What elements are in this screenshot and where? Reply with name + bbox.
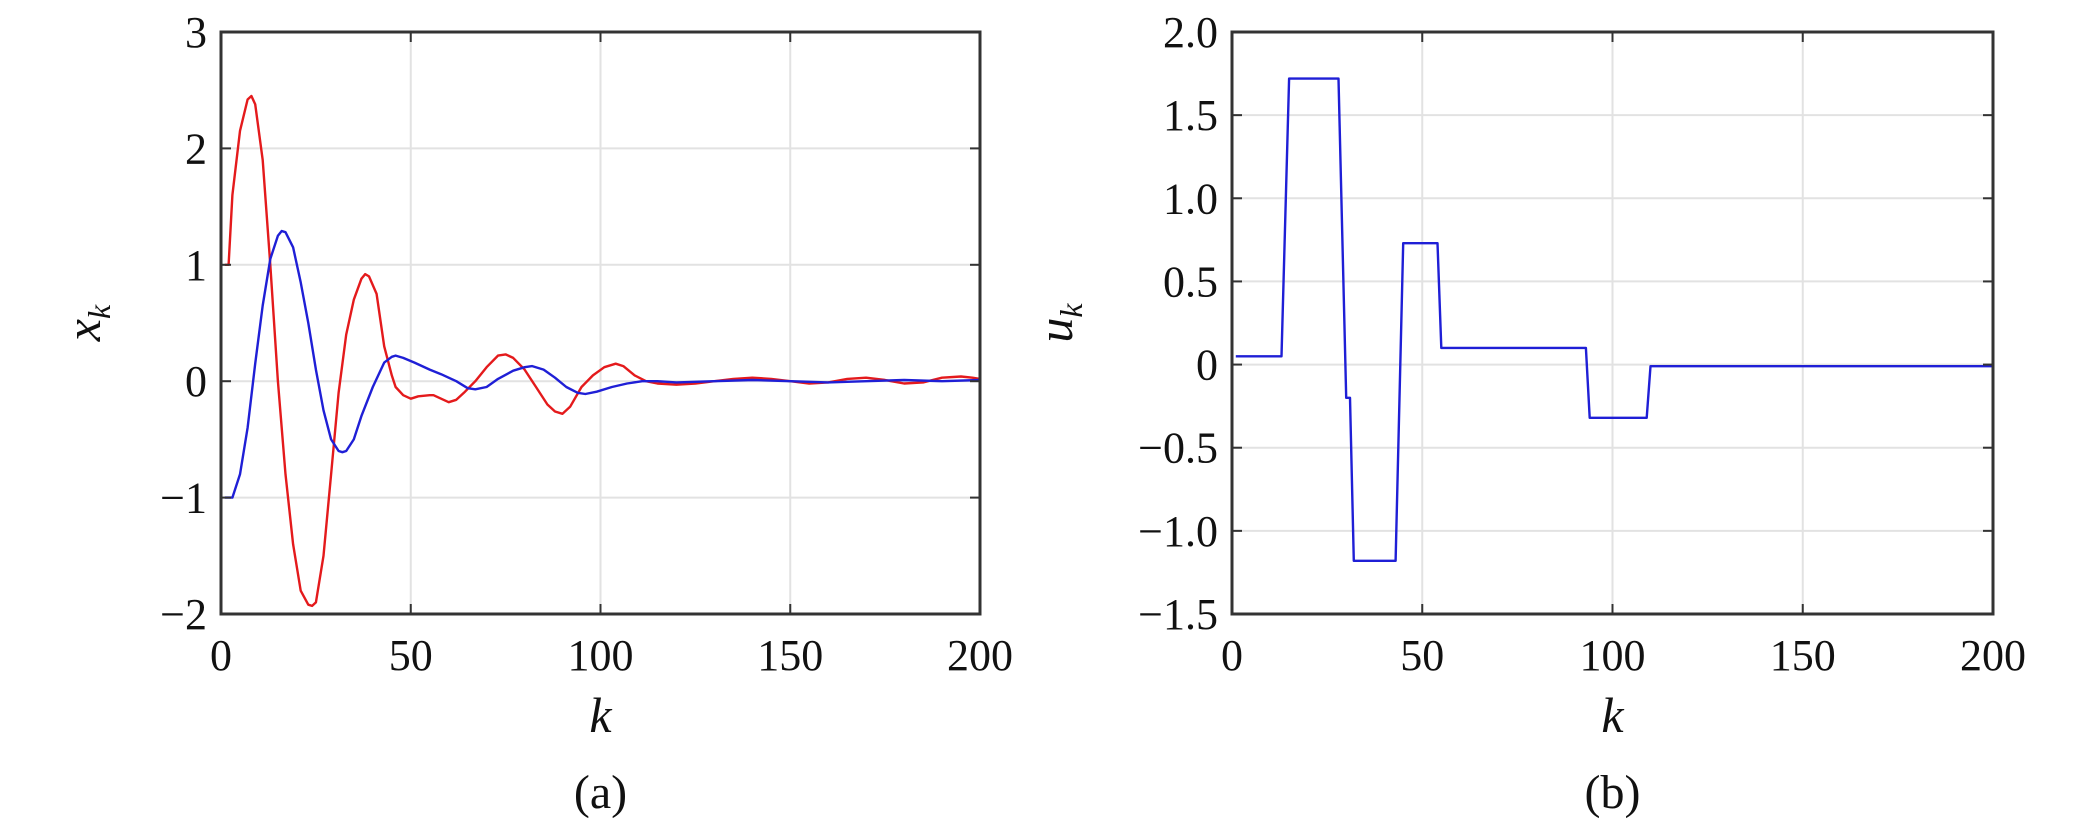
series-line-1 [224,94,981,608]
y-axis-label-main: x [55,319,111,342]
y-tick-label: −0.5 [1138,424,1218,473]
y-tick-label: 1.0 [1163,174,1218,223]
y-axis-label-subscript: k [1053,303,1089,318]
y-tick-label: 0 [1196,341,1218,390]
y-tick-label: −1.0 [1138,507,1218,556]
y-axis-label: xk [55,304,117,342]
x-tick-label: 200 [947,631,1013,680]
y-tick-label: −1 [160,474,207,523]
y-tick-label: −2 [160,590,207,639]
x-tick-label: 100 [1580,631,1646,680]
chart-b: 0 50 100 150 200−1.5−1.0−0.500.51.01.52.0kuk… [1027,8,2026,819]
y-tick-label: −1.5 [1138,590,1218,639]
panel-caption: (a) [574,766,627,819]
x-tick-label: 0 [210,631,232,680]
x-tick-label: 50 [1400,631,1444,680]
series-line-1 [1235,77,1993,562]
y-tick-label: 0.5 [1163,257,1218,306]
x-tick-label: 200 [1960,631,2026,680]
y-tick-label: 2 [185,124,207,173]
x-axis-label: k [589,687,612,743]
x-tick-label: 0 [1221,631,1243,680]
x-axis-label: k [1601,687,1624,743]
y-axis-label-main: u [1027,318,1083,343]
y-tick-label: 3 [185,8,207,57]
y-axis-label-subscript: k [81,304,117,319]
x-tick-label: 150 [1770,631,1836,680]
y-tick-label: 1.5 [1163,91,1218,140]
x-tick-label: 50 [389,631,433,680]
y-tick-label: 2.0 [1163,8,1218,57]
y-axis-label: uk [1027,303,1089,343]
y-tick-label: 0 [185,357,207,406]
x-tick-label: 150 [757,631,823,680]
panel-caption: (b) [1585,766,1641,819]
series-line-2 [224,229,981,499]
x-tick-label: 100 [568,631,634,680]
y-tick-label: 1 [185,241,207,290]
